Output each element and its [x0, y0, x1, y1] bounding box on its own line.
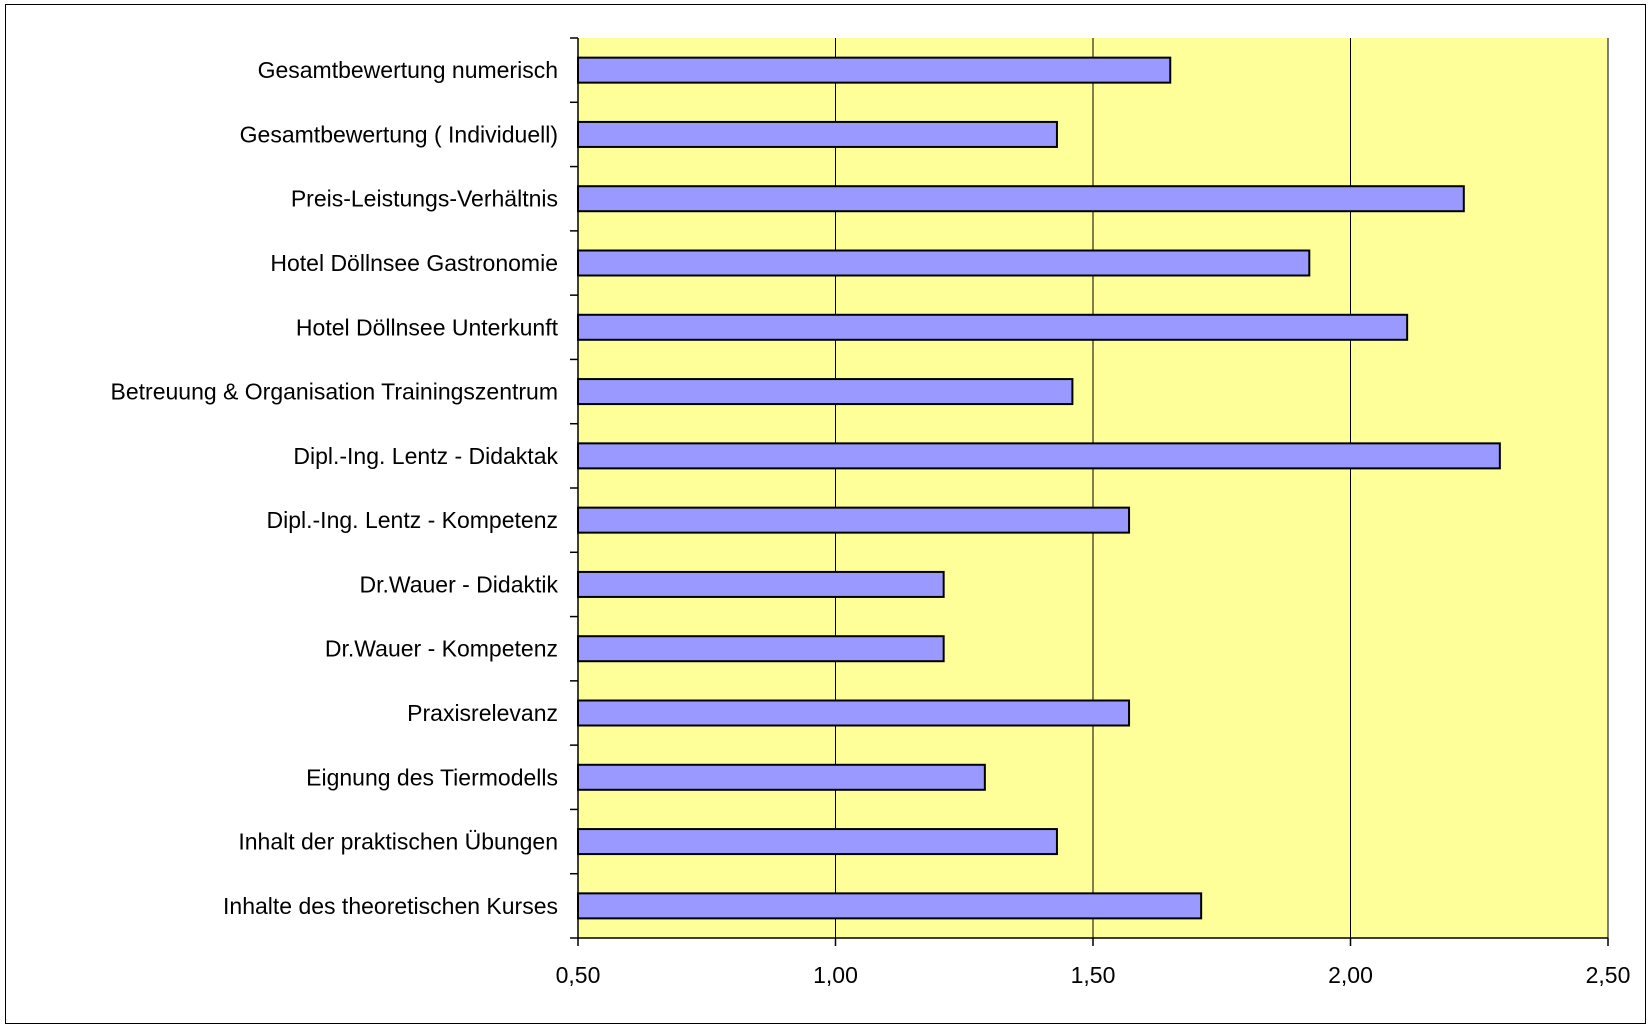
x-tick-label: 0,50	[556, 962, 601, 988]
category-label: Preis-Leistungs-Verhältnis	[291, 186, 558, 212]
category-label: Inhalte des theoretischen Kurses	[223, 893, 558, 919]
category-label: Praxisrelevanz	[407, 700, 558, 726]
category-label: Gesamtbewertung ( Individuell)	[240, 121, 558, 147]
bar	[577, 249, 1311, 277]
x-tick-label: 2,50	[1586, 962, 1631, 988]
bars	[577, 56, 1501, 920]
bar	[577, 570, 945, 598]
bar	[577, 185, 1465, 213]
category-label: Dipl.-Ing. Lentz - Kompetenz	[267, 507, 558, 533]
category-label: Gesamtbewertung numerisch	[258, 57, 558, 83]
bar	[577, 635, 945, 663]
x-tick-label: 1,00	[813, 962, 858, 988]
category-labels: Gesamtbewertung numerisch Gesamtbewertun…	[111, 57, 559, 919]
category-label: Dr.Wauer - Kompetenz	[325, 636, 558, 662]
bar	[577, 442, 1501, 470]
category-label: Hotel Döllnsee Unterkunft	[296, 314, 559, 340]
category-label: Betreuung & Organisation Trainingszentru…	[111, 379, 558, 405]
bar	[577, 506, 1131, 534]
bar	[577, 892, 1203, 920]
bar	[577, 56, 1172, 84]
category-label: Hotel Döllnsee Gastronomie	[270, 250, 558, 276]
category-label: Dr.Wauer - Didaktik	[359, 571, 558, 597]
x-tick-label: 1,50	[1071, 962, 1116, 988]
bar	[577, 378, 1074, 406]
category-label: Inhalt der praktischen Übungen	[238, 829, 558, 855]
x-tick-label: 2,00	[1328, 962, 1373, 988]
bar	[577, 313, 1409, 341]
bar	[577, 828, 1058, 856]
category-label: Dipl.-Ing. Lentz - Didaktak	[293, 443, 558, 469]
x-tick-labels: 0,50 1,00 1,50 2,00 2,50	[556, 962, 1631, 988]
bar	[577, 120, 1058, 148]
axes	[570, 37, 1609, 946]
category-label: Eignung des Tiermodells	[306, 764, 558, 790]
bar	[577, 763, 986, 791]
bar	[577, 699, 1131, 727]
